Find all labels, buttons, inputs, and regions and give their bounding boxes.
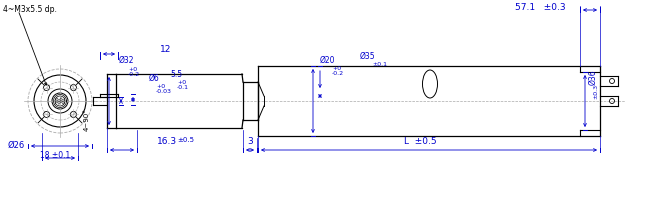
Text: 16.3: 16.3 [157,136,177,145]
Text: 12: 12 [161,45,172,54]
Text: Ø32: Ø32 [119,56,135,65]
Text: -0.2: -0.2 [128,72,140,77]
Text: +0: +0 [128,67,137,72]
Text: Ø35: Ø35 [360,52,376,61]
Text: -0.2: -0.2 [332,71,344,76]
Text: +0: +0 [332,66,341,71]
Text: Ø6: Ø6 [149,74,160,83]
Text: Ø20: Ø20 [320,56,335,65]
Text: -0.1: -0.1 [177,85,189,89]
Text: 5.5: 5.5 [170,70,182,79]
Text: ±0.1: ±0.1 [372,62,387,67]
Text: 4~90°: 4~90° [84,108,90,131]
Text: +0: +0 [156,84,165,88]
Text: +0: +0 [177,80,186,85]
Text: Ø26: Ø26 [8,140,25,149]
Text: 4~M3x5.5 dp.: 4~M3x5.5 dp. [3,5,57,14]
Text: L  ±0.5: L ±0.5 [404,136,436,145]
Text: ±0.3: ±0.3 [593,83,598,99]
Text: 57.1   ±0.3: 57.1 ±0.3 [515,3,566,13]
Text: Ø36: Ø36 [588,69,597,85]
Text: -0.03: -0.03 [156,88,172,94]
Text: ±0.5: ±0.5 [177,136,194,142]
Text: 18 ±0.1: 18 ±0.1 [40,150,70,159]
Text: 3: 3 [247,136,253,145]
